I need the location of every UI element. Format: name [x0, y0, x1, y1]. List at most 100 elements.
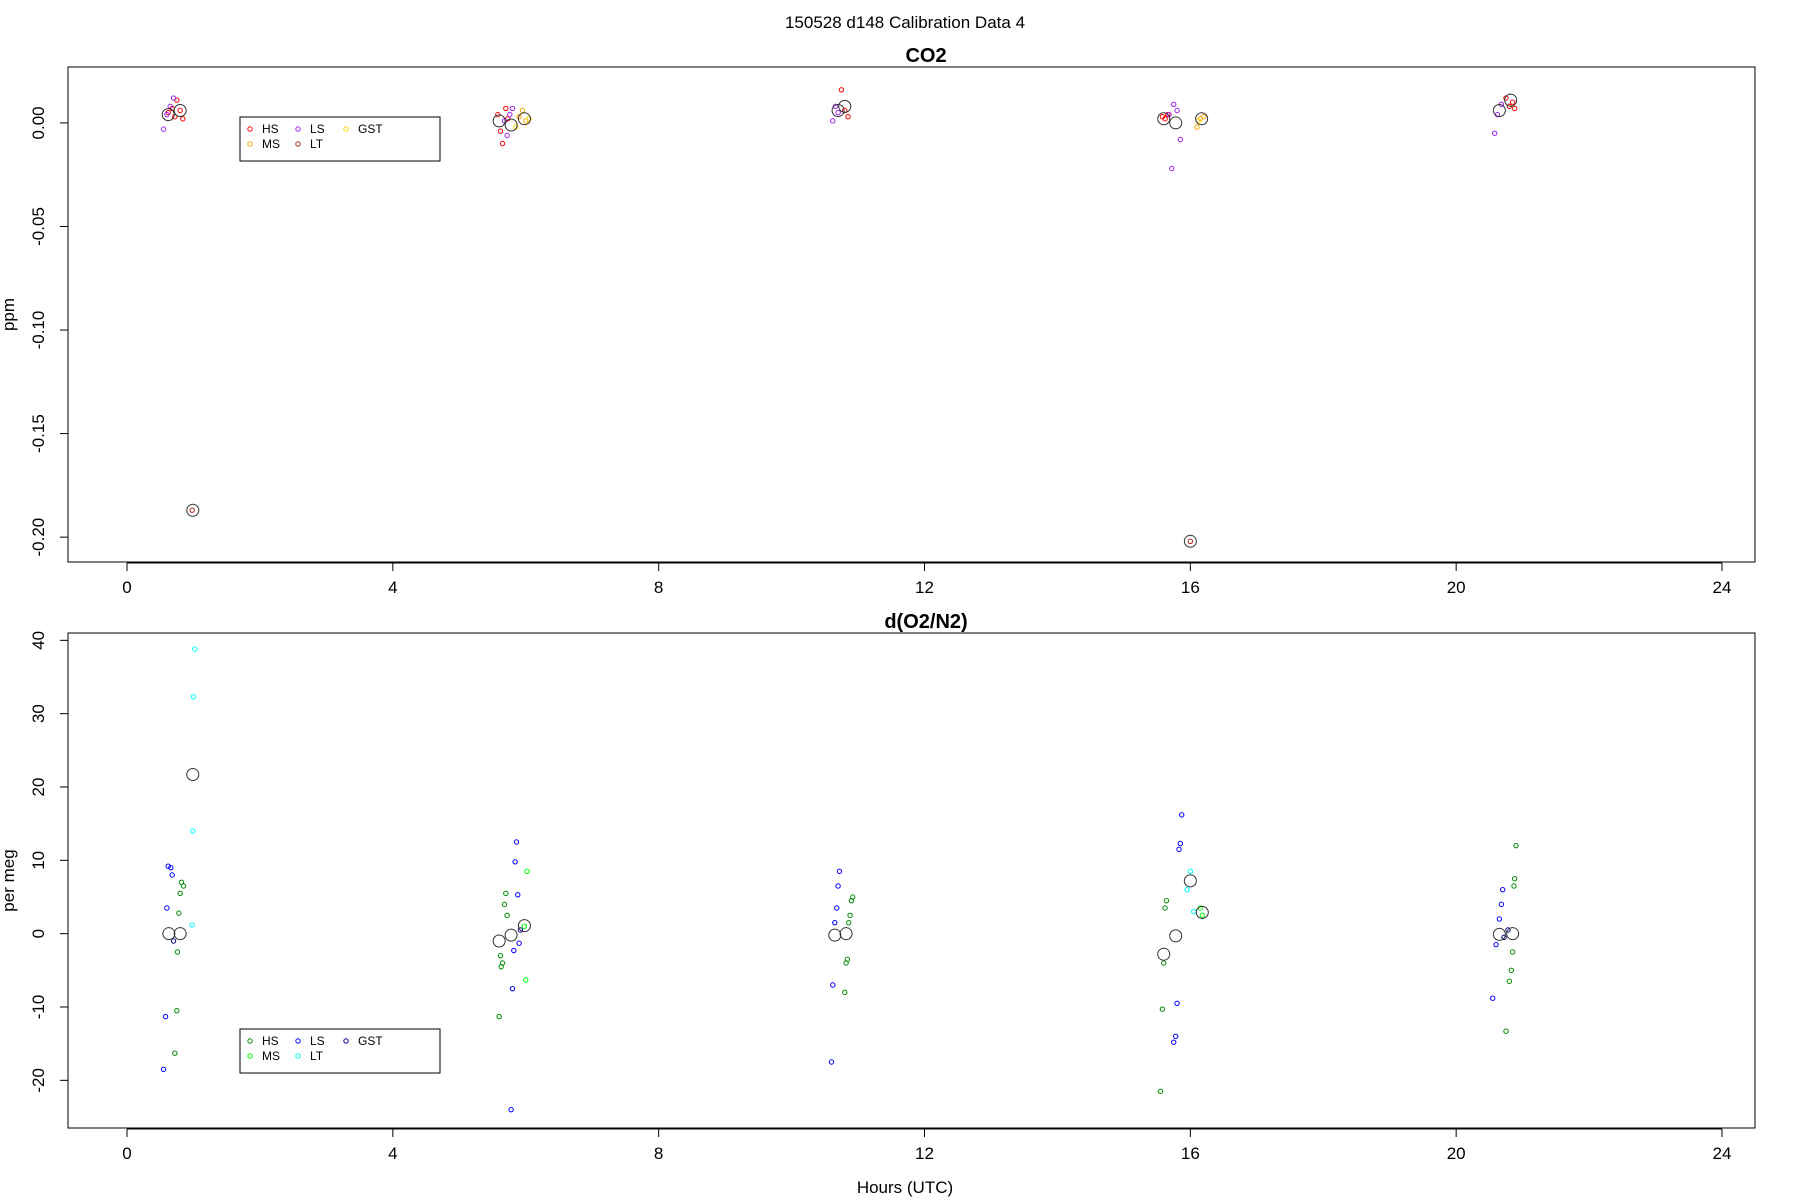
legend-marker-hs [247, 1038, 253, 1044]
data-point-ms [521, 923, 528, 930]
mean-marker [1506, 927, 1520, 941]
plot-frame [67, 632, 1756, 1129]
data-point-hs [174, 949, 181, 955]
data-point-ls [504, 132, 510, 139]
y-axis-label: per meg [0, 849, 18, 911]
y-tick-label: -20 [29, 1068, 48, 1093]
mean-marker [492, 114, 506, 128]
data-point-hs [1157, 1088, 1164, 1095]
data-point-hs [180, 116, 186, 122]
data-point-hs [1161, 960, 1167, 966]
data-point-gst [170, 938, 177, 944]
legend-marker-lt [295, 141, 301, 147]
y-tick-label: 10 [29, 851, 48, 870]
legend-marker-ls [295, 126, 301, 132]
data-point-ls [1174, 107, 1180, 114]
data-point-hs [850, 894, 856, 900]
data-point-ls [164, 111, 170, 118]
legend-label-gst: GST [358, 122, 383, 136]
data-point-ls [830, 982, 836, 988]
legend-marker-ms [247, 141, 253, 147]
data-point-hs [1159, 1006, 1166, 1012]
y-tick-label: -0.10 [29, 311, 48, 350]
x-tick-label: 8 [654, 1144, 663, 1163]
mean-marker [1195, 112, 1209, 126]
data-point-hs [842, 989, 848, 996]
legend-label-ls: LS [310, 122, 325, 136]
data-point-ls [511, 947, 517, 954]
legend-marker-ms [247, 1053, 253, 1059]
data-point-hs [497, 128, 504, 134]
data-point-ls [1178, 812, 1185, 818]
y-tick-label: -0.20 [29, 518, 48, 557]
data-point-ls [1499, 886, 1506, 893]
data-point-lt [189, 922, 195, 928]
mean-marker [173, 927, 187, 941]
data-point-gst [517, 927, 524, 933]
legend-label-hs: HS [262, 122, 279, 136]
mean-marker [831, 103, 845, 117]
data-point-hs [177, 890, 183, 897]
mean-marker [1157, 947, 1171, 961]
legend-label-lt: LT [310, 1049, 324, 1063]
figure-title: 150528 d148 Calibration Data 4 [785, 13, 1025, 32]
data-point-hs [504, 912, 510, 919]
data-point-hs [172, 1050, 178, 1056]
data-point-hs [174, 1007, 180, 1014]
legend-marker-gst [343, 126, 349, 132]
y-tick-label: 0.00 [29, 106, 48, 139]
data-point-ms [516, 114, 522, 120]
mean-marker [1157, 112, 1171, 126]
mean-marker [1183, 874, 1197, 888]
mean-marker [1169, 929, 1183, 943]
mean-marker [1492, 927, 1506, 941]
data-point-hs [503, 105, 509, 112]
legend-box [239, 116, 441, 162]
y-tick-label: -0.15 [29, 414, 48, 453]
data-point-ls [508, 1106, 514, 1113]
data-point-ls [516, 940, 522, 946]
x-tick-label: 0 [122, 578, 131, 597]
x-tick-label: 16 [1181, 1144, 1200, 1163]
data-point-ls [832, 919, 838, 926]
data-point-ls [830, 118, 836, 124]
data-point-lt [190, 828, 196, 834]
panel-title: d(O2/N2) [884, 611, 967, 633]
data-point-hs [1511, 883, 1517, 889]
legend-marker-gst [343, 1038, 349, 1044]
mean-marker [492, 934, 506, 948]
mean-marker [186, 768, 200, 782]
x-tick-label: 20 [1447, 1144, 1466, 1163]
legend-marker-ls [295, 1038, 301, 1044]
data-point-ls [1496, 916, 1503, 922]
data-point-hs [845, 114, 851, 120]
o2n2-panel: d(O2/N2) 0 4 8 12 16 20 24 40 30 20 10 0 -10 -20 per me… [0, 611, 1756, 1163]
data-point-ls [512, 859, 518, 865]
data-point-ls [1490, 995, 1496, 1001]
x-tick-label: 24 [1713, 578, 1732, 597]
mean-marker [839, 927, 853, 941]
data-point-hs [846, 919, 852, 926]
data-point-ls [835, 883, 841, 889]
mean-marker [173, 103, 187, 117]
mean-marker [161, 108, 175, 122]
data-point-ls [160, 1066, 167, 1073]
data-point-ls [1173, 1033, 1179, 1040]
data-point-hs [497, 952, 504, 959]
y-tick-label: 30 [29, 704, 48, 723]
data-point-hs [172, 114, 178, 120]
data-point-ms [1199, 912, 1205, 919]
mean-marker [186, 503, 200, 517]
mean-marker [162, 927, 176, 941]
data-point-ls [162, 1013, 169, 1020]
y-tick-label: 0 [29, 929, 48, 938]
data-point-ms [519, 107, 526, 114]
data-point-hs [499, 140, 506, 147]
data-point-ls [1176, 846, 1182, 853]
mean-marker [517, 919, 531, 933]
x-tick-label: 0 [122, 1144, 131, 1163]
data-point-hs [496, 1013, 502, 1020]
data-point-ls [1174, 1000, 1180, 1007]
data-point-hs [501, 901, 508, 908]
